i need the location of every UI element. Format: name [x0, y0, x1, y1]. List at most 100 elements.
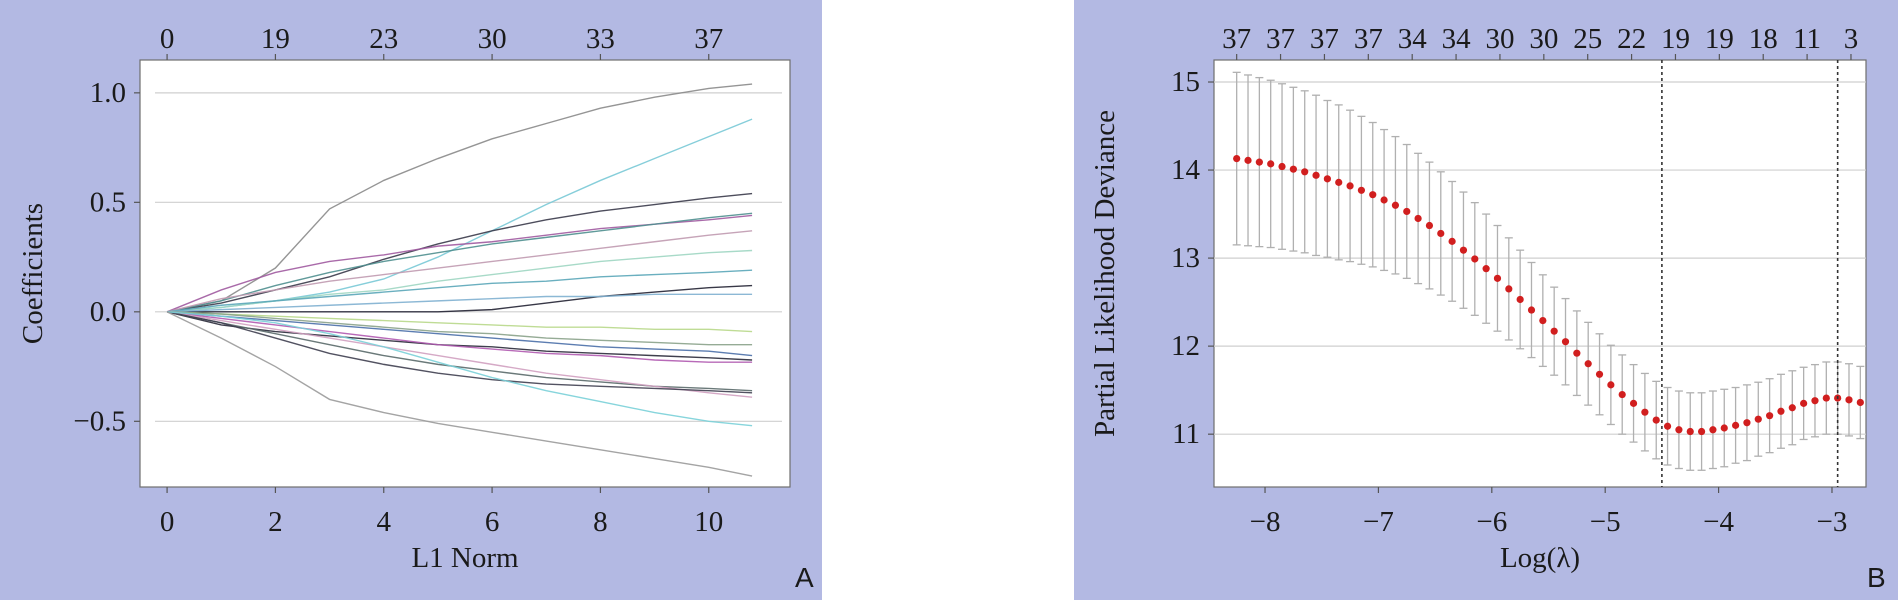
- panel-label-b: B: [1867, 562, 1886, 593]
- coefficient-path-15: [166, 311, 753, 363]
- x-tick-label: −8: [1250, 506, 1281, 538]
- coefficient-path-16: [166, 311, 753, 392]
- top-axis-label: 19: [1705, 23, 1734, 55]
- deviance-point: [1561, 338, 1570, 346]
- top-axis-label: 30: [1529, 23, 1558, 55]
- deviance-point: [1539, 317, 1547, 325]
- y-tick-label: 1.0: [90, 77, 126, 109]
- top-axis-label: 37: [694, 23, 723, 55]
- deviance-point: [1471, 255, 1479, 263]
- deviance-point: [1675, 426, 1683, 434]
- y-tick-label: −0.5: [73, 405, 126, 437]
- deviance-point: [1414, 214, 1422, 223]
- top-axis-label: 19: [261, 23, 290, 55]
- panel-label-a: A: [795, 562, 814, 593]
- coefficient-path-6: [166, 230, 753, 313]
- y-tick-label: 14: [1171, 154, 1201, 186]
- deviance-point: [1335, 178, 1343, 186]
- deviance-point: [1369, 191, 1377, 199]
- top-axis-label: 30: [1485, 23, 1514, 55]
- deviance-point: [1618, 390, 1626, 399]
- deviance-point: [1550, 327, 1558, 335]
- panel-a: 1.0 0.5 0.0 −0.5 0 0 2 19 4 23 6 30 8 33 10 37 L1 Norm Co…: [0, 0, 822, 600]
- deviance-point: [1244, 156, 1252, 164]
- x-axis-title: Log(λ): [1500, 542, 1580, 574]
- deviance-point: [1312, 171, 1320, 179]
- coefficient-path-5: [166, 212, 753, 313]
- cross-validation-chart: 15 14 13 12 11 −8 −7 −6 −5 −4 −3 37 37 37 37 34 34 30 30 25…: [1089, 23, 1867, 574]
- deviance-point: [1448, 237, 1456, 245]
- deviance-point: [1800, 399, 1808, 407]
- top-axis-label: 34: [1398, 23, 1428, 55]
- top-axis-label: 25: [1573, 23, 1602, 55]
- deviance-point: [1289, 165, 1297, 173]
- top-axis-label: 34: [1442, 23, 1472, 55]
- deviance-point: [1425, 221, 1434, 230]
- x-tick-label: 6: [485, 506, 500, 538]
- deviance-point: [1754, 415, 1762, 423]
- y-tick-label: 13: [1171, 242, 1200, 274]
- deviance-point: [1278, 162, 1286, 171]
- coefficient-path-1: [166, 83, 753, 313]
- deviance-point: [1573, 349, 1581, 357]
- deviance-point: [1811, 397, 1819, 405]
- deviance-point: [1482, 265, 1490, 273]
- x-tick-label: 0: [160, 506, 175, 538]
- deviance-point: [1709, 426, 1717, 434]
- x-tick-label: −6: [1476, 506, 1507, 538]
- deviance-point: [1391, 201, 1400, 209]
- deviance-point: [1267, 160, 1275, 168]
- y-tick-label: 0.5: [90, 186, 126, 218]
- deviance-point: [1301, 168, 1309, 176]
- deviance-point: [1493, 274, 1502, 282]
- coefficient-path-chart: 1.0 0.5 0.0 −0.5 0 0 2 19 4 23 6 30 8 33 10 37 L1 Norm Co…: [17, 23, 791, 574]
- deviance-point: [1403, 207, 1411, 216]
- deviance-point: [1777, 407, 1785, 415]
- top-axis-label: 22: [1617, 23, 1646, 55]
- top-axis-label: 33: [586, 23, 615, 55]
- x-tick-label: 2: [268, 506, 283, 538]
- top-axis-label: 3: [1844, 23, 1859, 55]
- deviance-point: [1856, 398, 1864, 407]
- deviance-point: [1822, 394, 1830, 402]
- coefficient-path-3: [166, 192, 753, 313]
- coefficient-path-8: [166, 269, 753, 313]
- y-tick-label: 11: [1172, 418, 1200, 450]
- coefficient-path-10: [167, 293, 753, 313]
- deviance-point: [1595, 370, 1604, 378]
- top-axis-label: 37: [1310, 23, 1339, 55]
- top-axis-label: 37: [1266, 23, 1295, 55]
- deviance-point: [1663, 422, 1672, 430]
- x-tick-label: −5: [1590, 506, 1621, 538]
- x-axis-title: L1 Norm: [411, 542, 519, 574]
- deviance-point: [1788, 404, 1796, 412]
- deviance-point: [1766, 412, 1774, 420]
- deviance-point: [1459, 246, 1468, 254]
- x-tick-label: 10: [694, 506, 723, 538]
- deviance-point: [1845, 396, 1853, 404]
- deviance-point: [1255, 158, 1263, 166]
- top-axis-label: 11: [1793, 23, 1821, 55]
- coefficient-path-20: [166, 311, 753, 477]
- deviance-point: [1527, 306, 1536, 314]
- deviance-point: [1720, 424, 1728, 432]
- x-tick-label: −4: [1703, 506, 1734, 538]
- deviance-point: [1686, 427, 1694, 436]
- deviance-point: [1323, 175, 1331, 183]
- deviance-point: [1732, 421, 1740, 429]
- coefficient-path-9: [167, 284, 753, 313]
- deviance-point: [1743, 419, 1751, 427]
- coefficient-path-18: [166, 311, 753, 394]
- x-tick-label: −7: [1363, 506, 1394, 538]
- coefficient-path-11: [167, 311, 753, 333]
- deviance-point: [1641, 408, 1649, 416]
- deviance-point: [1652, 416, 1660, 424]
- panel-b: 15 14 13 12 11 −8 −7 −6 −5 −4 −3 37 37 37 37 34 34 30 30 25…: [1074, 0, 1898, 600]
- deviance-point: [1629, 399, 1638, 407]
- deviance-point: [1233, 155, 1241, 163]
- x-tick-label: −3: [1817, 506, 1848, 538]
- deviance-point: [1380, 196, 1388, 204]
- y-tick-label: 15: [1171, 66, 1200, 98]
- x-tick-label: 4: [377, 506, 392, 538]
- deviance-point: [1437, 229, 1445, 238]
